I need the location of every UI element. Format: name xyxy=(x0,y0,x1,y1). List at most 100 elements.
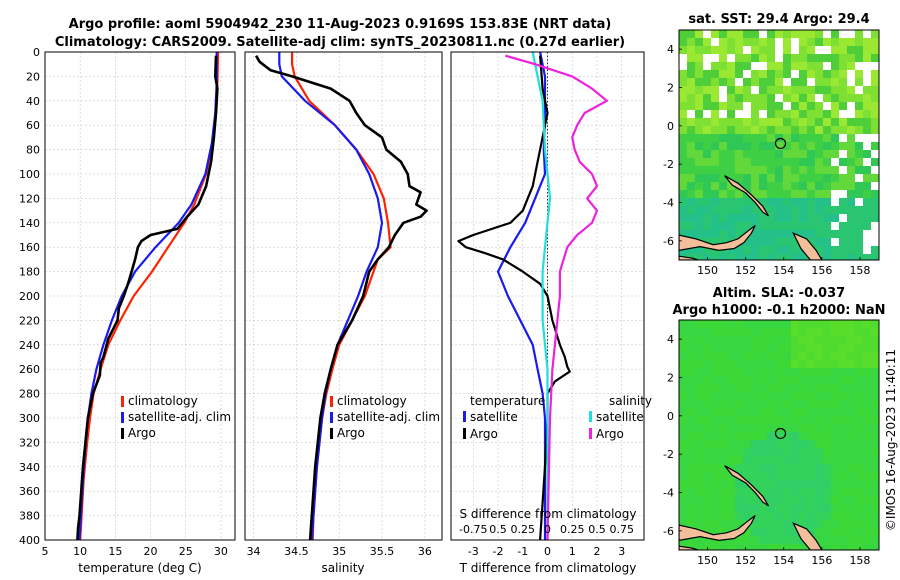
heatmap-cell xyxy=(847,214,855,222)
heatmap-cell xyxy=(871,38,879,46)
heatmap-cell xyxy=(767,416,775,424)
heatmap-cell xyxy=(823,174,831,182)
heatmap-cell xyxy=(775,432,783,440)
heatmap-cell xyxy=(735,376,743,384)
x-tick-label: 36 xyxy=(418,545,432,558)
heatmap-cell xyxy=(839,238,847,246)
heatmap-cell xyxy=(767,214,775,222)
heatmap-cell xyxy=(855,214,863,222)
heatmap-cell xyxy=(679,448,687,456)
heatmap-cell xyxy=(687,54,695,62)
heatmap-cell xyxy=(751,320,759,328)
heatmap-cell xyxy=(855,254,863,260)
heatmap-cell xyxy=(727,472,735,480)
heatmap-cell xyxy=(703,142,711,150)
heatmap-cell xyxy=(807,62,815,70)
heatmap-cell xyxy=(799,320,807,328)
heatmap-cell xyxy=(775,528,783,536)
heatmap-cell xyxy=(839,432,847,440)
heatmap-cell xyxy=(847,480,855,488)
heatmap-cell xyxy=(735,174,743,182)
x-tick-label: 20 xyxy=(144,545,158,558)
heatmap-cell xyxy=(855,46,863,54)
heatmap-cell xyxy=(687,544,695,550)
heatmap-cell xyxy=(775,352,783,360)
heatmap-cell xyxy=(839,198,847,206)
sla-map-panel: Altim. SLA: -0.037 Argo h1000: -0.1 h200… xyxy=(663,286,885,567)
heatmap-cell xyxy=(743,320,751,328)
heatmap-cell xyxy=(807,46,815,54)
heatmap-cell xyxy=(719,230,727,238)
heatmap-cell xyxy=(791,86,799,94)
heatmap-cell xyxy=(823,344,831,352)
heatmap-cell xyxy=(695,392,703,400)
heatmap-cell xyxy=(759,520,767,528)
heatmap-cell xyxy=(767,254,775,260)
heatmap-cell xyxy=(735,400,743,408)
heatmap-cell xyxy=(791,352,799,360)
heatmap-cell xyxy=(871,472,879,480)
heatmap-cell xyxy=(751,368,759,376)
heatmap-cell xyxy=(743,328,751,336)
heatmap-cell xyxy=(759,336,767,344)
heatmap-cell xyxy=(743,238,751,246)
land-shape xyxy=(679,545,699,550)
heatmap-cell xyxy=(815,464,823,472)
heatmap-cell xyxy=(727,416,735,424)
legend-title-temperature: temperature xyxy=(470,394,545,408)
y-tick-label: 100 xyxy=(19,168,40,181)
heatmap-cell xyxy=(695,512,703,520)
heatmap-cell xyxy=(815,54,823,62)
heatmap-cell xyxy=(791,102,799,110)
heatmap-cell xyxy=(863,504,871,512)
heatmap-cell xyxy=(831,102,839,110)
heatmap-cell xyxy=(719,320,727,328)
legend-label-satellite: satellite-adj. clim xyxy=(337,410,440,424)
heatmap-cell xyxy=(783,54,791,62)
heatmap-cell xyxy=(823,222,831,230)
heatmap-cell xyxy=(831,544,839,550)
map-y-tick-label: -6 xyxy=(663,525,674,538)
heatmap-cell xyxy=(743,440,751,448)
heatmap-cell xyxy=(823,110,831,118)
heatmap-cell xyxy=(751,46,759,54)
y-tick-label: 320 xyxy=(19,436,40,449)
heatmap-cell xyxy=(823,78,831,86)
heatmap-cell xyxy=(807,190,815,198)
heatmap-cell xyxy=(703,328,711,336)
map-x-tick-label: 150 xyxy=(697,554,718,567)
heatmap-cell xyxy=(743,400,751,408)
heatmap-cell xyxy=(775,142,783,150)
heatmap-cell xyxy=(855,54,863,62)
heatmap-cell xyxy=(783,440,791,448)
heatmap-cell xyxy=(719,238,727,246)
heatmap-cell xyxy=(719,400,727,408)
heatmap-cell xyxy=(863,254,871,260)
heatmap-cell xyxy=(735,328,743,336)
heatmap-cell xyxy=(775,392,783,400)
heatmap-cell xyxy=(855,352,863,360)
heatmap-cell xyxy=(711,464,719,472)
y-tick-label: 200 xyxy=(19,290,40,303)
heatmap-cell xyxy=(735,384,743,392)
heatmap-cell xyxy=(855,520,863,528)
heatmap-cell xyxy=(695,336,703,344)
heatmap-cell xyxy=(767,504,775,512)
map-y-tick-label: 2 xyxy=(667,372,674,385)
heatmap-cell xyxy=(799,344,807,352)
heatmap-cell xyxy=(679,464,687,472)
heatmap-cell xyxy=(767,118,775,126)
heatmap-cell xyxy=(727,464,735,472)
heatmap-cell xyxy=(799,190,807,198)
heatmap-cell xyxy=(831,246,839,254)
heatmap-cell xyxy=(727,206,735,214)
y-tick-label: 120 xyxy=(19,192,40,205)
heatmap-cell xyxy=(847,448,855,456)
heatmap-cell xyxy=(799,544,807,550)
heatmap-cell xyxy=(719,222,727,230)
heatmap-cell xyxy=(855,504,863,512)
heatmap-cell xyxy=(759,360,767,368)
heatmap-cell xyxy=(839,408,847,416)
heatmap-cell xyxy=(783,480,791,488)
heatmap-cell xyxy=(783,30,791,38)
